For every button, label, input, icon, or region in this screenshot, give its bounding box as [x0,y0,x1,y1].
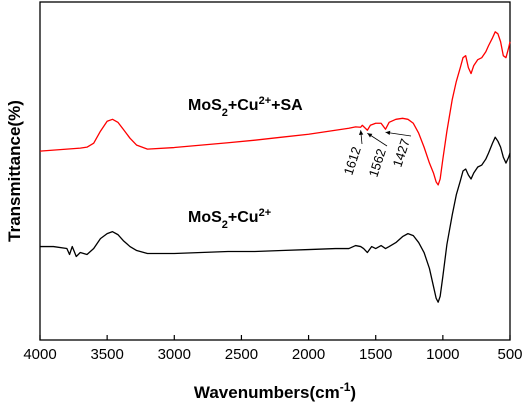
x-tick-label: 2000 [292,346,325,363]
x-tick-label: 500 [497,346,522,363]
series-label-part: 2 [222,219,228,231]
series-line-mos2-cu-sa [39,31,511,186]
y-axis-title: Transmittance(%) [5,100,24,242]
series-label-mos2-cu: MoS2+Cu2+ [188,207,271,231]
x-axis-title-part: Wavenumbers(cm [194,383,340,402]
series-layer [39,31,511,303]
x-tick-label: 3000 [158,346,191,363]
x-tick-label: 3500 [90,346,123,363]
x-axis-title: Wavenumbers(cm-1) [194,380,356,402]
plot-area-frame [39,1,511,341]
series-label-part: MoS [188,97,222,114]
peak-arrow-head [385,130,391,136]
x-axis-title-part: ) [350,383,356,402]
peak-label: 1427 [390,137,413,169]
series-label-part: +SA [271,97,303,114]
series-label-part: +Cu [228,97,259,114]
annotation-layer: 1612 1562 1427 [341,130,413,179]
x-axis-title-part: -1 [340,380,351,394]
peak-arrow-head [358,130,364,135]
x-tick-label: 1500 [359,346,392,363]
peak-arrow-head [367,133,373,138]
series-label-part: MoS [188,209,222,226]
series-label-part: +Cu [228,209,259,226]
series-label-part: 2+ [259,207,272,219]
x-axis-ticks: 4000 3500 3000 2500 2000 1500 1000 500 [23,335,523,363]
series-label-mos2-cu-sa: MoS2+Cu2++SA [188,95,303,119]
peak-label: 1612 [341,145,364,177]
x-tick-label: 2500 [225,346,258,363]
x-tick-label: 1000 [426,346,459,363]
series-label-part: 2 [222,107,228,119]
peak-label: 1562 [366,147,389,179]
series-line-mos2-cu [40,136,511,303]
series-label-part: 2+ [259,95,272,107]
x-tick-label: 4000 [23,346,56,363]
